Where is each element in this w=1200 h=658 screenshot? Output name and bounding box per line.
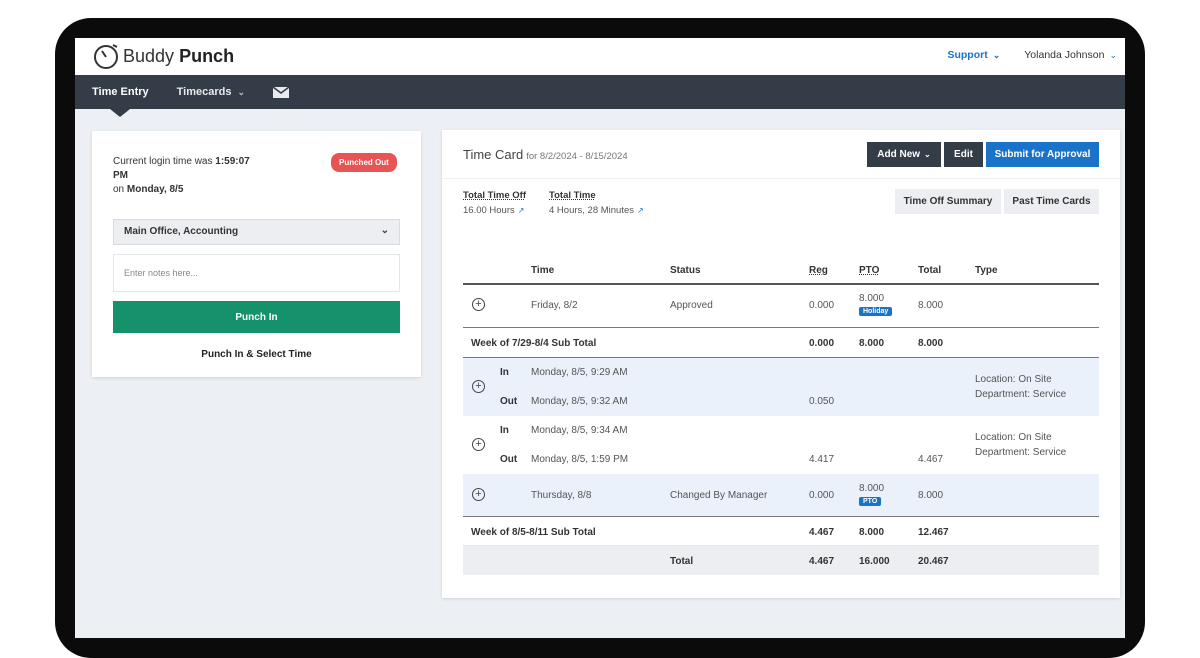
subtotal-row: Week of 7/29-8/4 Sub Total 0.000 8.000 8…: [463, 328, 1099, 358]
time-off-summary-button[interactable]: Time Off Summary: [895, 189, 1001, 214]
total-time: Total Time 4 Hours, 28 Minutes ↗: [549, 190, 644, 216]
user-menu[interactable]: Yolanda Johnson ⌄: [1024, 49, 1117, 61]
table-header: Time Status Reg PTO Total Type: [463, 257, 1099, 285]
brand-name: Buddy Punch: [123, 45, 235, 66]
chevron-down-icon: ⌄: [1109, 50, 1117, 60]
subtotal-row: Week of 8/5-8/11 Sub Total 4.467 8.000 1…: [463, 517, 1099, 546]
table-row: + In Monday, 8/5, 9:29 AM Out Monday, 8/…: [463, 358, 1099, 416]
login-info: Current login time was 1:59:07 PM on Mon…: [113, 156, 250, 195]
notes-field[interactable]: Enter notes here...: [113, 254, 400, 292]
app-screen: Buddy Punch Support ⌄ Yolanda Johnson ⌄ Ti…: [75, 38, 1125, 638]
time-card-panel: Time Card for 8/2/2024 - 8/15/2024 Add Ne…: [442, 130, 1120, 598]
top-bar: Buddy Punch Support ⌄ Yolanda Johnson ⌄: [75, 38, 1125, 75]
chevron-down-icon: ⌄: [992, 50, 1001, 60]
time-card-title: Time Card for 8/2/2024 - 8/15/2024: [463, 147, 628, 162]
expand-icon[interactable]: +: [472, 380, 485, 393]
edit-button[interactable]: Edit: [944, 142, 983, 167]
time-card-table: Time Status Reg PTO Total Type + Friday,…: [463, 257, 1099, 575]
total-time-off: Total Time Off 16.00 Hours ↗: [463, 190, 526, 216]
external-link-icon[interactable]: ↗: [517, 206, 525, 215]
mail-icon[interactable]: [273, 86, 290, 98]
table-row: + In Monday, 8/5, 9:34 AM Out Monday, 8/…: [463, 416, 1099, 474]
location-select[interactable]: Main Office, Accounting ⌄: [113, 219, 400, 245]
external-link-icon[interactable]: ↗: [637, 206, 644, 215]
grand-total-row: Total 4.467 16.000 20.467: [463, 546, 1099, 575]
add-new-button[interactable]: Add New ⌄: [867, 142, 941, 167]
table-row: + Thursday, 8/8 Changed By Manager 0.000…: [463, 474, 1099, 517]
status-badge: Punched Out: [331, 153, 397, 172]
holiday-tag: Holiday: [859, 307, 893, 316]
clock-logo-icon: [94, 44, 118, 69]
chevron-down-icon: ⌄: [924, 150, 931, 159]
expand-icon[interactable]: +: [472, 488, 485, 501]
submit-for-approval-button[interactable]: Submit for Approval: [986, 142, 1099, 167]
divider: [442, 178, 1120, 179]
support-menu[interactable]: Support ⌄: [947, 49, 1001, 61]
chevron-down-icon: ⌄: [380, 225, 389, 236]
punch-in-button[interactable]: Punch In: [113, 301, 400, 333]
main-nav: Time Entry Timecards ⌄: [75, 75, 1125, 117]
tab-timecards[interactable]: Timecards ⌄: [176, 86, 246, 98]
punch-panel: Current login time was 1:59:07 PM on Mon…: [92, 131, 421, 377]
tab-time-entry[interactable]: Time Entry: [92, 75, 149, 117]
table-row: + Friday, 8/2 Approved 0.000 8.000 Holid…: [463, 285, 1099, 328]
pto-tag: PTO: [859, 497, 882, 506]
date-range: for 8/2/2024 - 8/15/2024: [526, 151, 628, 162]
expand-icon[interactable]: +: [472, 298, 485, 311]
past-time-cards-button[interactable]: Past Time Cards: [1004, 189, 1099, 214]
chevron-down-icon: ⌄: [237, 86, 246, 97]
punch-in-select-time-link[interactable]: Punch In & Select Time: [201, 349, 312, 360]
logo[interactable]: Buddy Punch: [92, 42, 234, 70]
expand-icon[interactable]: +: [472, 438, 485, 451]
